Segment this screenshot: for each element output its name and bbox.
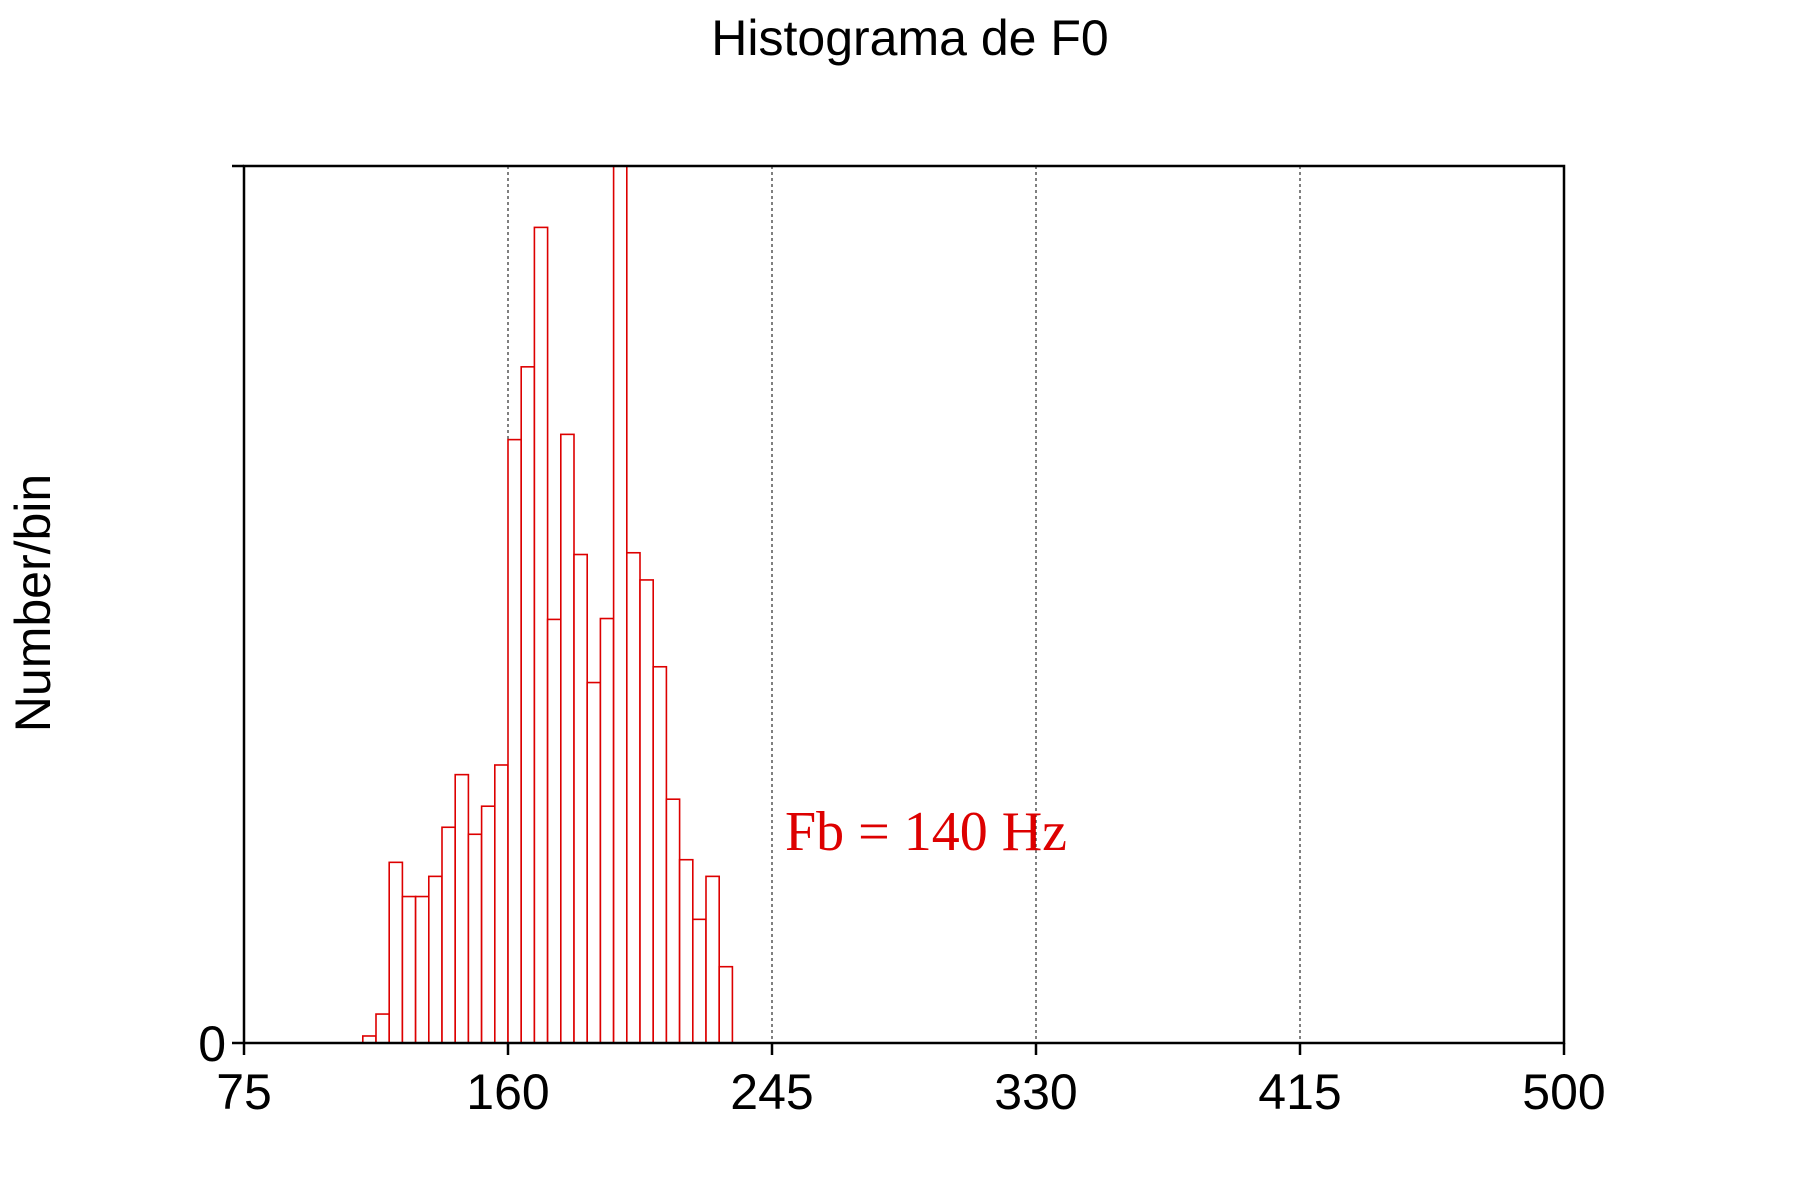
histogram-bar — [625, 551, 641, 1044]
histogram-bar — [612, 165, 628, 1044]
histogram-bar — [705, 875, 720, 1044]
y-axis-title: Number/bin — [5, 474, 61, 732]
y-axis: 0 — [198, 164, 244, 1072]
histogram-bar — [375, 1013, 390, 1044]
histogram-bar — [678, 858, 694, 1044]
histogram-bar — [665, 798, 681, 1044]
histogram-bar — [414, 895, 430, 1044]
histogram-bar — [573, 553, 588, 1044]
histogram-bar — [718, 965, 734, 1044]
histogram-bar — [559, 433, 575, 1044]
histogram-bar — [639, 579, 654, 1044]
histogram-bar — [388, 861, 404, 1044]
x-axis: 75 160 245 330 415 500 — [216, 1043, 1606, 1120]
histogram-bars — [361, 165, 734, 1044]
histogram-bar — [691, 918, 707, 1044]
histogram-bar — [493, 764, 509, 1044]
x-tick-label: 75 — [216, 1064, 272, 1120]
histogram-bar — [480, 805, 496, 1044]
x-tick-label: 245 — [730, 1064, 813, 1120]
histogram-bar — [520, 366, 536, 1044]
histogram-bar — [467, 833, 483, 1044]
histogram-bar — [533, 226, 549, 1044]
x-tick-label: 160 — [466, 1064, 549, 1120]
histogram-bar — [652, 665, 668, 1044]
fb-annotation: Fb = 140 Hz — [785, 801, 1067, 863]
x-tick-label: 330 — [994, 1064, 1077, 1120]
histogram-bar — [507, 438, 522, 1044]
x-tick-label: 500 — [1522, 1064, 1605, 1120]
histogram-bar — [401, 895, 417, 1044]
histogram-bar — [599, 617, 615, 1044]
histogram-bar — [546, 618, 562, 1044]
histogram-bar — [586, 681, 602, 1044]
chart-title: Histograma de F0 — [711, 10, 1108, 66]
histogram-bar — [454, 773, 470, 1044]
histogram-bar — [427, 875, 443, 1044]
histogram-bar — [441, 826, 456, 1044]
plot-frame — [242, 164, 1566, 1045]
y-tick-label: 0 — [198, 1016, 226, 1072]
x-tick-label: 415 — [1258, 1064, 1341, 1120]
